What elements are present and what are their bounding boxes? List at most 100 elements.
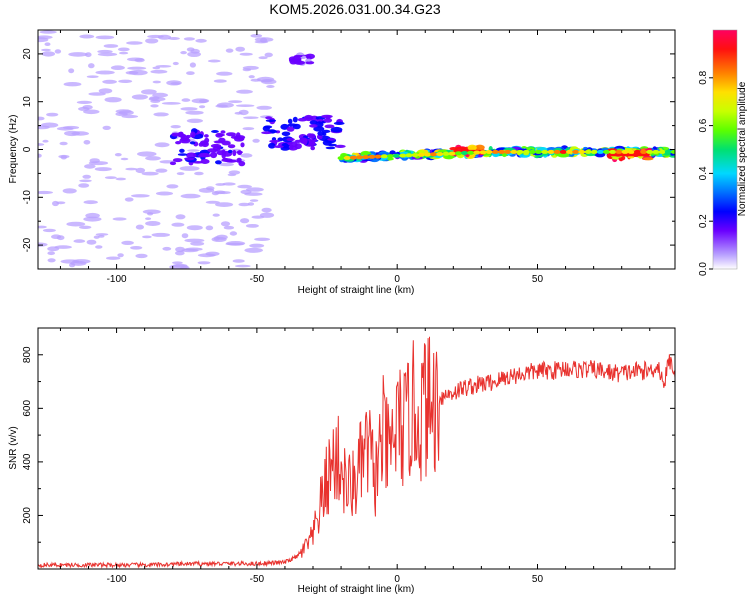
heatmap-cell	[491, 149, 499, 154]
heatmap-cell	[254, 40, 269, 44]
heatmap-cell	[526, 147, 535, 151]
heatmap-cell	[310, 145, 316, 151]
heatmap-cell	[145, 38, 159, 44]
heatmap-cell	[461, 151, 468, 155]
heatmap-cell	[201, 141, 209, 148]
heatmap-cell	[289, 144, 294, 150]
heatmap-cell	[117, 253, 124, 258]
heatmap-cell	[299, 137, 308, 144]
heatmap-cell	[249, 243, 265, 248]
heatmap-cell	[69, 262, 76, 268]
heatmap-cell	[135, 253, 148, 259]
heatmap-cell	[190, 131, 196, 138]
snr-ytick-label: 800	[22, 346, 33, 363]
heatmap-cell	[572, 149, 580, 154]
heatmap-cell	[102, 79, 117, 84]
heatmap-cell	[343, 155, 351, 160]
heatmap-cell	[186, 152, 197, 159]
heatmap-cell	[268, 142, 276, 149]
heatmap-cell	[235, 135, 246, 140]
heatmap-cell	[213, 140, 224, 144]
heatmap-cell	[181, 98, 191, 102]
heatmap-blobs	[38, 30, 675, 269]
heatmap-cell	[541, 149, 549, 154]
snr-xtick-label: -100	[107, 574, 127, 585]
heatmap-cell	[254, 237, 271, 241]
heatmap-cell	[47, 258, 56, 263]
heatmap-cell	[374, 154, 382, 159]
heatmap-cell	[169, 161, 177, 166]
heatmap-cell	[578, 149, 586, 154]
heatmap-cell	[145, 156, 161, 161]
snr-ticks: -100 -50 0 50 200 400 600 800	[22, 327, 675, 585]
heatmap-cell	[180, 265, 190, 269]
colorbar-label: Normalized spectral amplitude	[737, 81, 748, 216]
heatmap-cell	[337, 156, 345, 161]
heatmap-cell	[46, 112, 59, 117]
heatmap-cell	[322, 132, 327, 136]
heatmap-cell	[430, 152, 438, 157]
heatmap-cell	[150, 104, 159, 108]
heatmap-cell	[42, 139, 49, 143]
heatmap-cell	[603, 149, 610, 154]
heatmap-cell	[633, 149, 641, 154]
heatmap-cell	[243, 116, 259, 119]
heatmap-cell	[213, 236, 220, 241]
heatmap-cell	[168, 37, 180, 40]
heatmap-cell	[66, 221, 86, 227]
heatmap-cell	[152, 80, 161, 84]
heatmap-cell	[309, 124, 318, 128]
heatmap-cell	[179, 166, 200, 171]
heatmap-cell	[95, 245, 103, 249]
heatmap-cell	[185, 110, 204, 115]
snr-xtick-label: 50	[532, 574, 544, 585]
heatmap-cell	[38, 225, 47, 229]
heatmap-cell	[226, 132, 236, 137]
heatmap-cell	[40, 122, 59, 128]
heatmap-cell	[305, 58, 312, 62]
heatmap-cell	[195, 38, 207, 43]
heatmap-cell	[240, 153, 253, 158]
heatmap-cell	[88, 161, 109, 166]
heatmap-cell	[473, 150, 481, 155]
heatmap-cell	[286, 126, 295, 132]
heatmap-cell	[658, 149, 666, 154]
heatmap-cell	[63, 82, 82, 87]
heatmap-cell	[135, 167, 146, 174]
heatmap-cell	[261, 207, 272, 213]
heatmap-cell	[387, 157, 394, 161]
heatmap-cell	[258, 56, 268, 60]
heatmap-cell	[250, 34, 263, 38]
heatmap-cell	[273, 145, 284, 149]
spectrogram-ytick-label: 10	[22, 96, 33, 108]
heatmap-cell	[553, 149, 561, 154]
heatmap-cell	[228, 100, 243, 103]
heatmap-cell	[128, 69, 148, 76]
heatmap-cell	[596, 149, 604, 154]
heatmap-cell	[41, 48, 51, 52]
heatmap-cell	[73, 239, 86, 243]
heatmap-cell	[424, 152, 431, 157]
heatmap-cell	[583, 146, 588, 151]
heatmap-cell	[294, 143, 302, 150]
heatmap-cell	[106, 256, 121, 260]
heatmap-cell	[304, 114, 314, 122]
heatmap-cell	[249, 199, 259, 202]
heatmap-cell	[38, 116, 45, 121]
heatmap-cell	[211, 130, 219, 133]
heatmap-cell	[102, 125, 111, 130]
heatmap-cell	[615, 149, 623, 154]
heatmap-cell	[186, 118, 203, 124]
heatmap-cell	[516, 149, 524, 154]
heatmap-cell	[119, 51, 129, 55]
heatmap-cell	[324, 124, 335, 129]
heatmap-cell	[88, 63, 95, 69]
heatmap-cell	[56, 201, 66, 205]
heatmap-cell	[327, 138, 336, 141]
heatmap-cell	[590, 149, 598, 154]
heatmap-cell	[183, 37, 195, 41]
heatmap-cell	[79, 179, 92, 183]
heatmap-cell	[225, 48, 234, 53]
heatmap-cell	[153, 112, 169, 117]
